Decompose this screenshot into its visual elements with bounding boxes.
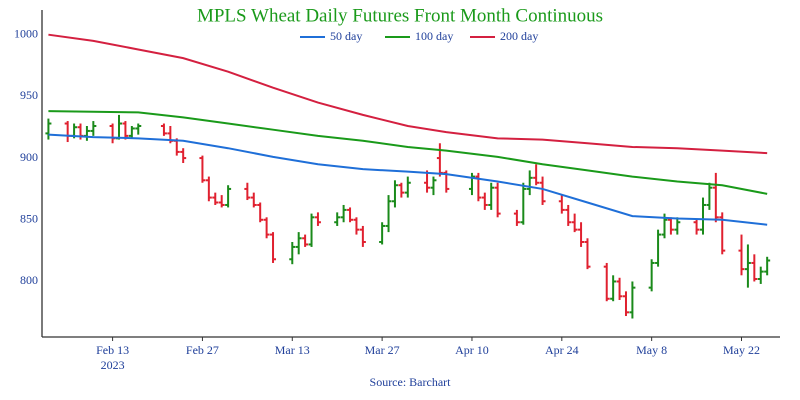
legend-label: 100 day [415, 29, 453, 43]
x-tick-label: Feb 27 [186, 343, 219, 357]
legend-label: 200 day [500, 29, 538, 43]
source: Source: Barchart [370, 375, 452, 389]
y-tick-label: 950 [20, 88, 38, 102]
y-tick-label: 850 [20, 212, 38, 226]
x-tick-label: Feb 13 [96, 343, 129, 357]
x-tick-label: Apr 10 [455, 343, 489, 357]
moving-average-line [48, 133, 768, 226]
y-tick-label: 900 [20, 150, 38, 164]
x-tick-label: May 8 [636, 343, 667, 357]
chart-title: MPLS Wheat Daily Futures Front Month Con… [197, 5, 603, 26]
x-year-label: 2023 [101, 358, 125, 372]
moving-average-line [48, 110, 768, 195]
moving-average-line [48, 33, 768, 155]
x-tick-label: May 22 [723, 343, 760, 357]
x-tick-label: Apr 24 [545, 343, 579, 357]
y-tick-label: 1000 [14, 26, 38, 40]
y-tick-label: 800 [20, 273, 38, 287]
x-tick-label: Mar 27 [365, 343, 400, 357]
x-tick-label: Mar 13 [275, 343, 310, 357]
legend-label: 50 day [330, 29, 362, 43]
